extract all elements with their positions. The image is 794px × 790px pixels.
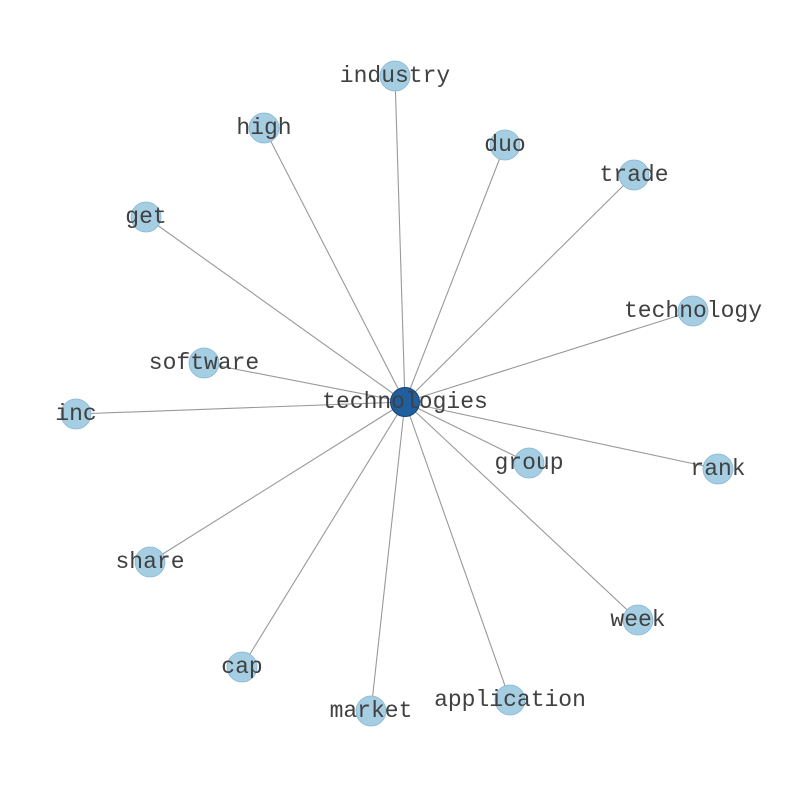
svg-text:get: get — [125, 204, 166, 230]
svg-text:duo: duo — [484, 132, 525, 158]
svg-text:share: share — [115, 549, 184, 575]
svg-text:software: software — [149, 350, 259, 376]
svg-text:market: market — [330, 698, 413, 724]
svg-text:application: application — [434, 687, 586, 713]
svg-text:cap: cap — [221, 654, 262, 680]
svg-text:inc: inc — [55, 401, 96, 427]
svg-text:trade: trade — [599, 162, 668, 188]
svg-text:industry: industry — [340, 63, 451, 89]
svg-text:high: high — [236, 115, 291, 141]
svg-text:technology: technology — [624, 298, 762, 324]
svg-text:rank: rank — [690, 456, 745, 482]
svg-text:technologies: technologies — [322, 389, 488, 415]
svg-text:week: week — [610, 607, 665, 633]
svg-text:group: group — [494, 450, 563, 476]
